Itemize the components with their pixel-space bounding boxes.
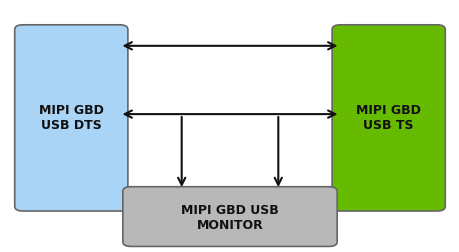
- Text: MIPI GBD USB
MONITOR: MIPI GBD USB MONITOR: [181, 203, 278, 231]
- Text: MIPI GBD
USB TS: MIPI GBD USB TS: [355, 103, 420, 131]
- FancyBboxPatch shape: [15, 26, 128, 211]
- FancyBboxPatch shape: [123, 187, 336, 246]
- Text: MIPI GBD
USB DTS: MIPI GBD USB DTS: [39, 103, 104, 131]
- FancyBboxPatch shape: [331, 26, 444, 211]
